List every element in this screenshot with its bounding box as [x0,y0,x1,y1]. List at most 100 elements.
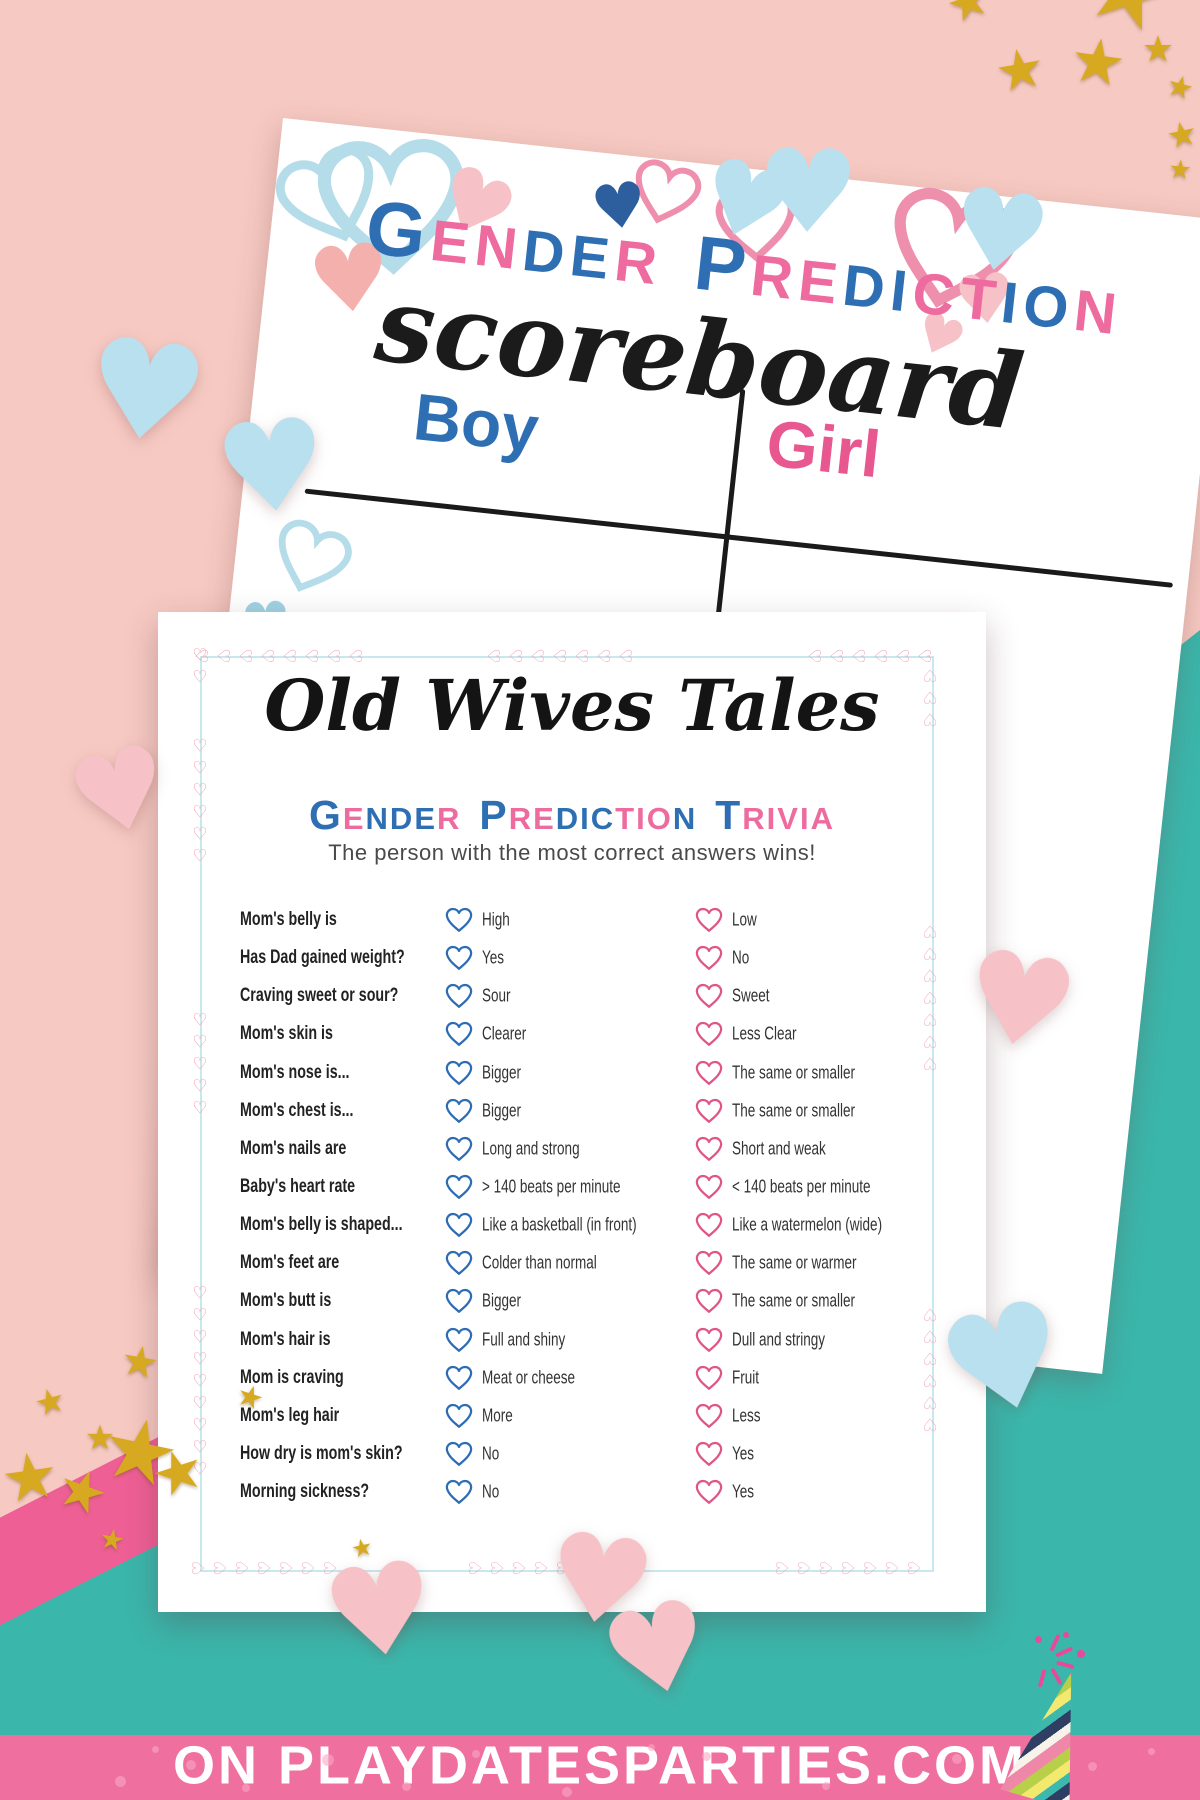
boy-heart-icon [445,1365,473,1390]
trivia-row: Mom's butt is Bigger The same or smaller [158,1282,986,1320]
border-heart-icon: ♡ [344,648,365,664]
title-letter: R [742,801,767,836]
confetti-dot [242,1784,250,1792]
popper-burst-dot [1035,1636,1042,1643]
boy-answer-text: High [482,909,510,930]
girl-answer-text: The same or smaller [732,1062,856,1083]
title-letter: T [615,801,637,836]
girl-answer-text: Dull and stringy [732,1329,826,1350]
popper-burst-line [1055,1646,1074,1658]
title-letter: N [672,801,698,836]
border-heart-icon: ♡ [773,1560,794,1576]
trivia-row: Mom's chest is... Bigger The same or sma… [158,1092,986,1130]
confetti-dot [152,1746,159,1753]
gold-star-icon: ★ [1065,21,1131,102]
border-heart-icon: ♡ [839,1560,860,1576]
title-letter: D [389,801,415,836]
girl-heart-icon [695,1098,723,1123]
border-heart-icon: ♡ [482,648,503,664]
title-letter: E [342,801,366,836]
girl-heart-icon [695,1441,723,1466]
trivia-row: Morning sickness? No Yes [158,1473,986,1511]
border-heart-icon: ♡ [192,1076,208,1097]
outline-heart-icon [317,138,463,275]
border-heart-icon: ♡ [192,667,208,688]
border-heart-icon: ♡ [192,846,208,867]
border-heart-icon: ♡ [614,648,635,664]
trivia-row: Has Dad gained weight? Yes No [158,939,986,977]
border-heart-icon: ♡ [913,648,934,664]
website-text: ON PLAYDATESPARTIES.COM [172,1735,1028,1796]
border-heart-icon: ♡ [322,648,343,664]
question-text: Mom's skin is [240,1023,333,1045]
trivia-tagline: The person with the most correct answers… [328,840,816,865]
border-heart-icon: ♡ [192,1054,208,1075]
border-heart-icon: ♡ [570,648,591,664]
trivia-row: Mom's nails are Long and strong Short an… [158,1130,986,1168]
border-heart-icon: ♡ [510,1560,531,1576]
boy-heart-icon [445,1403,473,1428]
outline-heart-icon [715,188,795,262]
title-letter: N [365,801,390,836]
girl-answer-text: The same or warmer [732,1252,857,1273]
confetti-dot [702,1752,711,1761]
confetti-dot [472,1750,480,1758]
girl-answer-text: Less Clear [732,1023,797,1044]
confetti-dot [648,1744,655,1751]
girl-answer-text: Short and weak [732,1138,826,1159]
boy-answer-text: Full and shiny [482,1329,566,1350]
heart-border-frame [200,656,934,1572]
question-text: Morning sickness? [240,1481,370,1503]
boy-heart-icon [445,1174,473,1199]
border-heart-icon: ♡ [192,1032,208,1053]
trivia-row: Craving sweet or sour? Sour Sweet [158,977,986,1015]
border-heart-icon: ♡ [883,1560,904,1576]
heart-cutout: ♥ [208,390,336,546]
girl-heart-icon [695,1289,723,1314]
title-letter: P [479,792,509,838]
boy-answer-text: Bigger [482,1290,522,1311]
border-heart-icon: ♡ [192,824,208,845]
question-text: Mom's hair is [240,1328,331,1350]
trivia-row: Baby's heart rate > 140 beats per minute… [158,1168,986,1206]
trivia-row: Mom's nose is... Bigger The same or smal… [158,1054,986,1092]
title-letter: I [799,801,811,836]
girl-answer-text: Low [732,909,757,930]
title-letter: R [437,801,462,836]
title-letter: G [309,792,343,838]
border-heart-icon: ♡ [192,645,208,666]
heart-cutout: ♥ [952,920,1088,1084]
trivia-subtitle-word: TRIVIA [715,792,835,838]
border-heart-icon: ♡ [847,648,868,664]
question-text: Mom's butt is [240,1290,332,1312]
question-text: How dry is mom's skin? [240,1443,403,1465]
trivia-row: Mom's skin is Clearer Less Clear [158,1015,986,1053]
title-letter: R [508,801,534,836]
confetti-dot [186,1760,196,1770]
boy-heart-icon [445,1022,473,1047]
title-letter: I [766,801,778,836]
border-heart-icon: ♡ [504,648,525,664]
boy-heart-icon [445,1327,473,1352]
outline-heart-icon [275,145,374,242]
girl-answer-text: < 140 beats per minute [732,1176,871,1197]
confetti-dot [562,1787,572,1797]
girl-heart-icon [695,1251,723,1276]
title-letter: E [414,801,437,836]
gold-star-icon: ★ [1141,29,1175,70]
popper-burst-line [1056,1660,1075,1670]
border-heart-icon: ♡ [192,1283,208,1304]
confetti-dot [822,1782,830,1790]
boy-answer-text: More [482,1405,513,1426]
trivia-row: Mom's belly is shaped... Like a basketba… [158,1206,986,1244]
title-letter: A [810,801,835,836]
boy-answer-text: Like a basketball (in front) [482,1214,637,1235]
gold-star-icon: ★ [30,1378,70,1426]
trivia-title: Old Wives Tales [264,664,880,747]
trivia-subtitle-word: PREDICTION [479,792,698,838]
border-heart-icon: ♡ [192,780,208,801]
gold-star-icon: ★ [1167,154,1193,186]
trivia-row: Mom is craving Meat or cheese Fruit [158,1359,986,1397]
